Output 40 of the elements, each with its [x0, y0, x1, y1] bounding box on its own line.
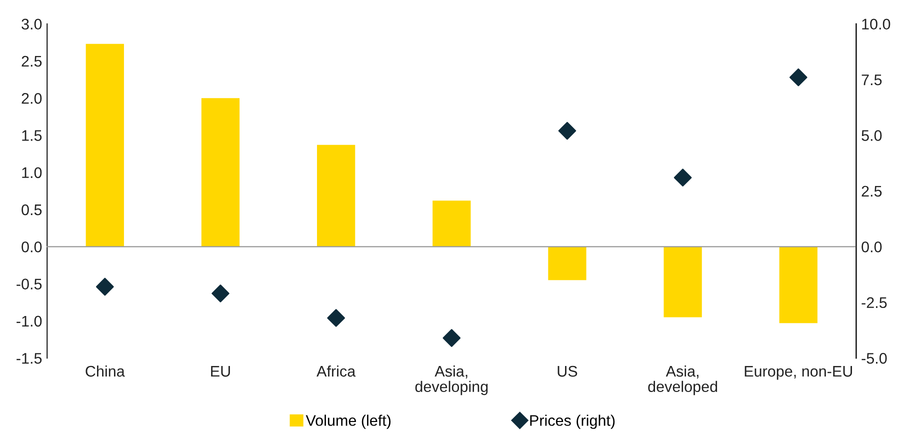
bar [548, 246, 586, 280]
y2-tick-label: -5.0 [862, 352, 887, 364]
y-tick-label: 2.5 [22, 56, 42, 67]
legend-label: Volume (left) [306, 414, 391, 429]
bar [664, 246, 702, 318]
y-tick-label: 2.0 [22, 93, 42, 104]
x-tick-label: Asia, developing [415, 365, 488, 396]
x-tick-label: EU [211, 366, 230, 377]
y2-tick-label: 5.0 [862, 130, 882, 141]
y-tick-label: 1.0 [22, 167, 42, 178]
point [212, 284, 230, 302]
y-tick-label: 3.0 [22, 18, 42, 30]
point [96, 278, 114, 296]
point [674, 168, 692, 187]
bar [432, 200, 471, 247]
y2-tick-label: 7.5 [862, 74, 882, 86]
y2-tick-label: 0.0 [862, 242, 882, 252]
bar [86, 44, 124, 247]
y2-tick-label: 10.0 [862, 18, 890, 30]
x-tick-label: Asia, developed [648, 365, 718, 396]
x-tick-label: Africa [316, 365, 356, 377]
y2-tick-label: 2.5 [862, 186, 882, 197]
y-tick-label: -1.0 [16, 316, 42, 327]
x-tick-label: Europe, non-EU [744, 366, 852, 380]
bar [779, 246, 818, 324]
y-tick-label: 0.5 [22, 204, 42, 216]
y-tick-label: 1.5 [22, 130, 42, 141]
point [558, 122, 576, 140]
y2-tick-label: -2.5 [862, 297, 887, 308]
y-tick-label: 0.0 [22, 242, 42, 252]
point [327, 309, 345, 327]
legend-label: Prices (right) [530, 414, 615, 429]
point [789, 68, 808, 86]
bar [316, 144, 356, 247]
point [442, 329, 461, 347]
bar [201, 98, 240, 247]
y-tick-label: -0.5 [16, 278, 42, 290]
y-tick-label: -1.5 [16, 353, 42, 364]
x-tick-label: China [86, 365, 125, 377]
x-tick-label: US [558, 366, 578, 377]
